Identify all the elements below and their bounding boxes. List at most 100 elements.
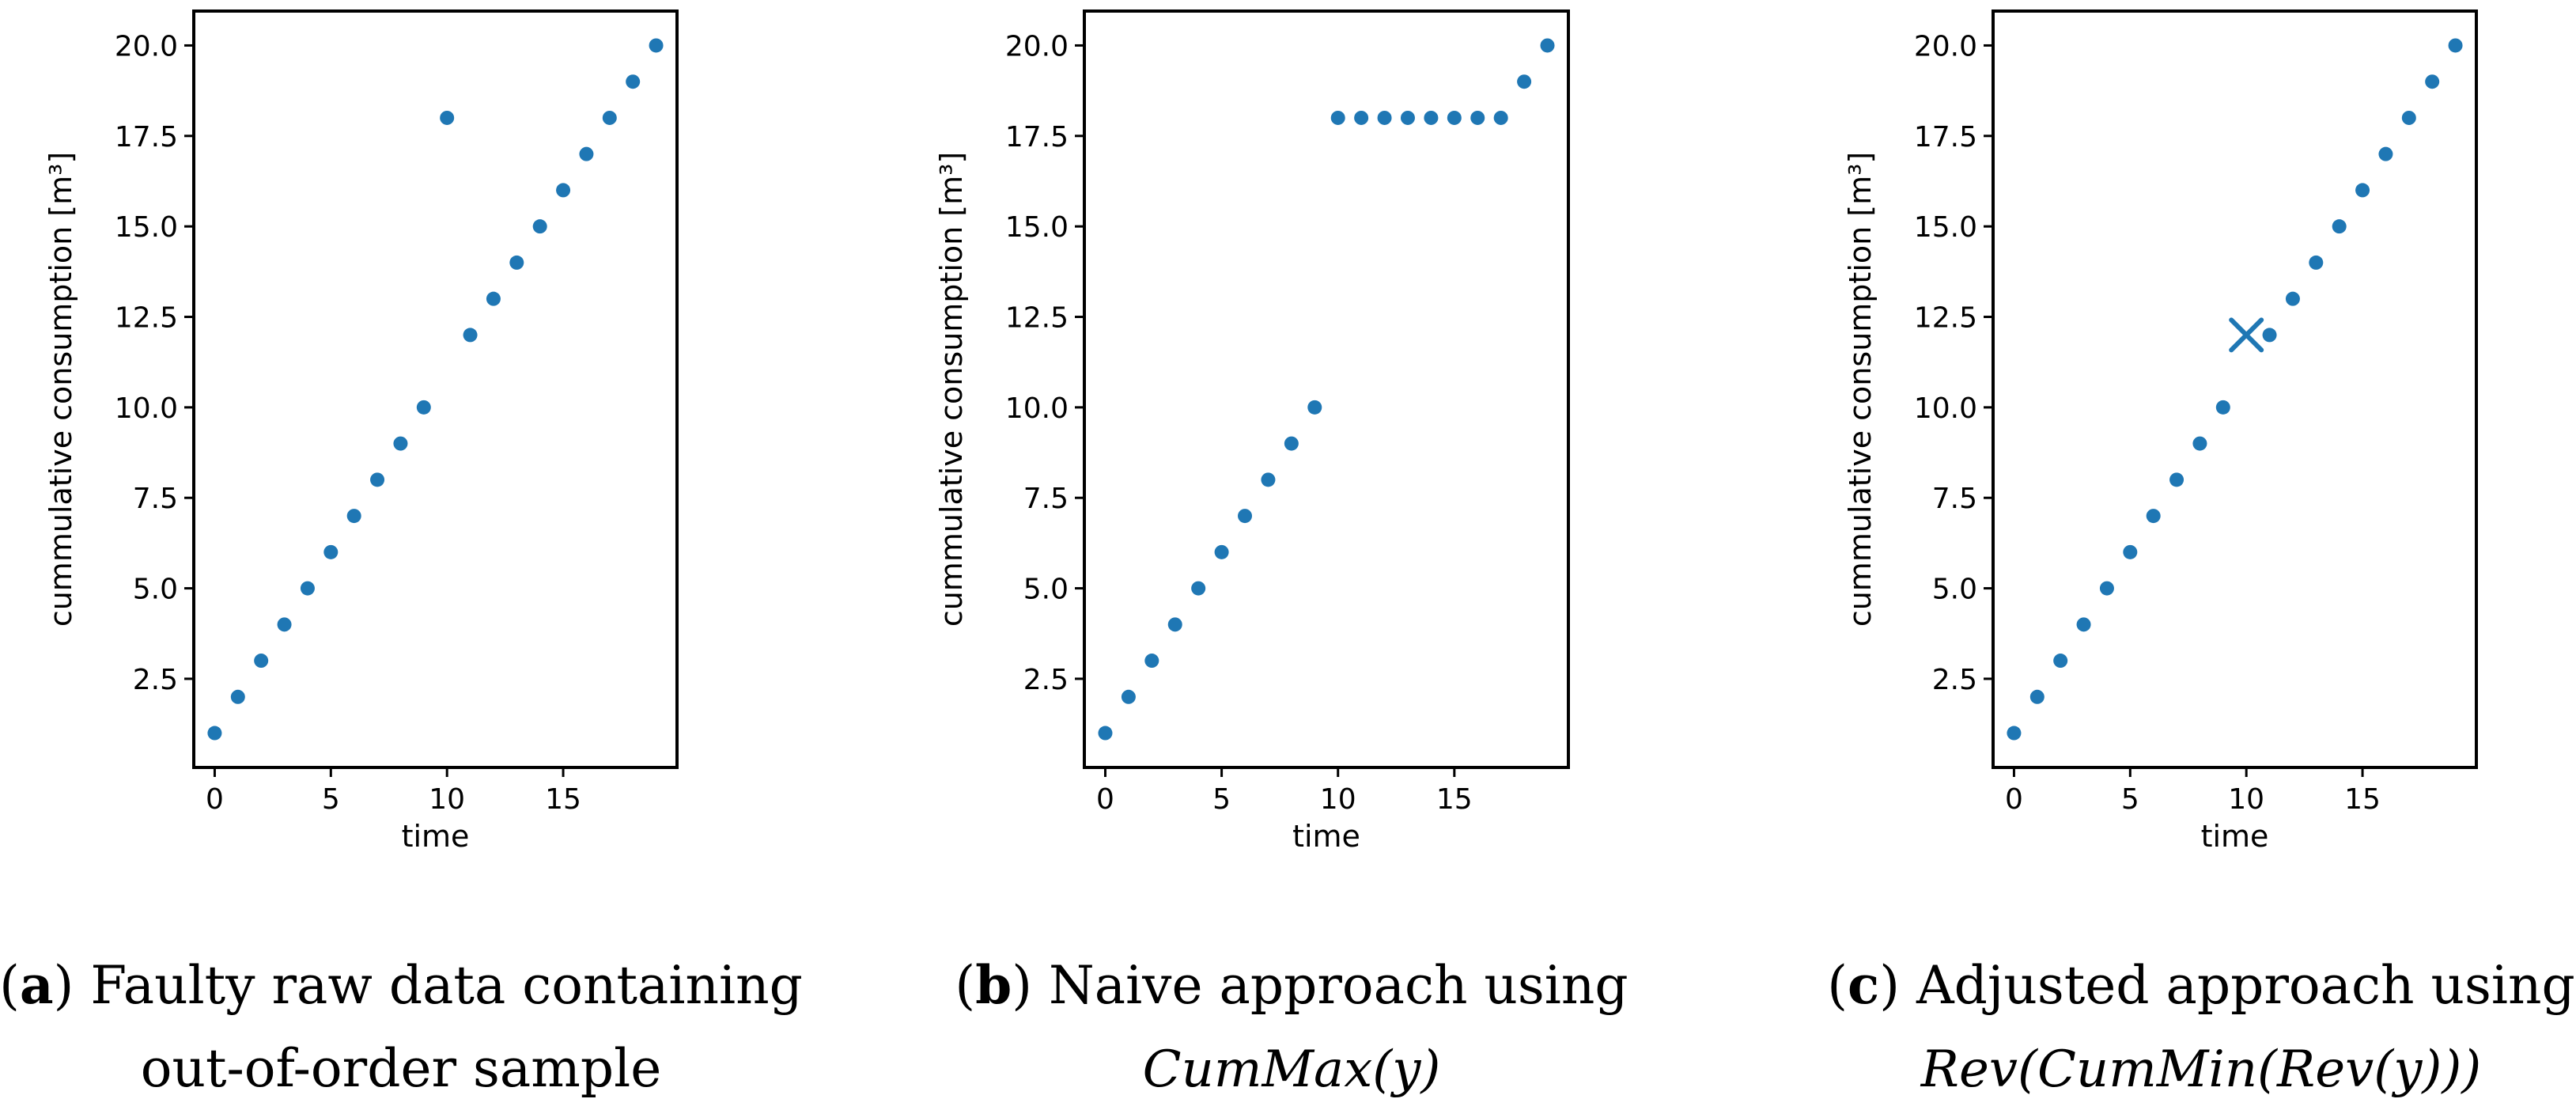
data-point (2332, 219, 2347, 234)
plot-frame (1992, 9, 2478, 769)
caption-line2: CumMax(y) (1143, 1040, 1441, 1099)
caption-letter: a (20, 954, 54, 1016)
y-tick-label: 5.0 (133, 574, 178, 606)
data-point (2378, 146, 2393, 161)
y-tick-label: 12.5 (115, 302, 178, 335)
data-point (2285, 291, 2300, 306)
data-point (2146, 509, 2161, 524)
y-tick-label: 15.0 (115, 211, 178, 244)
caption-paren: ) (1012, 955, 1032, 1016)
x-tick-label: 5 (1212, 783, 1231, 816)
data-point (2401, 110, 2416, 125)
x-tick-label: 5 (322, 783, 340, 816)
data-point (440, 110, 455, 125)
data-point (1284, 436, 1299, 451)
caption-line2: Rev(CumMin(Rev(y))) (1920, 1040, 2482, 1099)
data-point (463, 328, 478, 343)
data-point (2309, 255, 2324, 270)
chart-panel-b: 0 5 10 15 2.5 5.0 7.5 10.0 12.5 15.0 17.5 20.0 time c… (934, 9, 1628, 1099)
caption-paren: ( (955, 955, 975, 1016)
x-tick-label: 0 (2005, 783, 2023, 816)
data-point (370, 472, 385, 487)
y-tick-label: 7.5 (1932, 483, 1977, 515)
x-axis-label: time (402, 819, 470, 854)
data-point (2262, 328, 2277, 343)
data-point (556, 183, 571, 198)
data-point (2169, 472, 2184, 487)
data-point (1167, 617, 1182, 632)
data-point (2448, 38, 2463, 53)
data-point (1424, 110, 1439, 125)
y-tick-label: 2.5 (1023, 664, 1069, 696)
x-tick-label: 10 (1320, 783, 1356, 816)
data-point (2123, 544, 2138, 559)
data-point (1447, 110, 1462, 125)
data-point (1540, 38, 1555, 53)
data-point (346, 509, 361, 524)
data-point (230, 689, 245, 704)
data-point (532, 219, 547, 234)
caption-line1: (c) Adjusted approach using (1827, 954, 2574, 1016)
chart-panel-a: 0 5 10 15 2.5 5.0 7.5 10.0 12.5 15.0 17.5 20.0 time c… (0, 9, 803, 1099)
y-tick-label: 10.0 (115, 392, 178, 425)
y-tick-label: 7.5 (1023, 483, 1069, 515)
highlight-stroke (2229, 317, 2264, 353)
y-tick-label: 20.0 (115, 30, 178, 63)
y-tick-label: 15.0 (1005, 211, 1069, 244)
y-tick-label: 20.0 (1914, 30, 1977, 63)
data-point (486, 291, 501, 306)
data-point (2076, 617, 2091, 632)
x-tick-label: 10 (2228, 783, 2264, 816)
data-point (416, 400, 431, 415)
data-point (207, 726, 222, 741)
data-point (2029, 689, 2045, 704)
y-tick-label: 12.5 (1914, 302, 1977, 335)
plot-frame (192, 9, 679, 769)
data-point (393, 436, 408, 451)
y-tick-label: 10.0 (1005, 392, 1069, 425)
x-axis-label: time (1292, 819, 1360, 854)
y-tick-label: 10.0 (1914, 392, 1977, 425)
y-tick-label: 7.5 (133, 483, 178, 515)
data-point (1261, 472, 1276, 487)
data-point (277, 617, 292, 632)
y-axis-label: cummulative consumption [m³] (1843, 152, 1878, 627)
x-tick-label: 15 (1436, 783, 1473, 816)
data-point (1098, 726, 1113, 741)
data-point (2425, 74, 2440, 89)
caption-title: Naive approach using (1032, 955, 1628, 1016)
data-point (1330, 110, 1345, 125)
data-point (2053, 654, 2068, 669)
caption-title: Faulty raw data containing (74, 955, 802, 1016)
caption-line1: (a) Faulty raw data containing (0, 954, 803, 1016)
highlight-marker (2229, 317, 2264, 353)
y-tick-label: 12.5 (1005, 302, 1069, 335)
y-tick-label: 17.5 (1005, 121, 1069, 153)
x-tick-label: 0 (206, 783, 224, 816)
y-tick-label: 2.5 (133, 664, 178, 696)
x-tick-label: 15 (545, 783, 581, 816)
data-point (2099, 581, 2114, 596)
caption-title: Adjusted approach using (1900, 955, 2575, 1016)
y-axis-label: cummulative consumption [m³] (44, 152, 78, 627)
caption-letter: c (1848, 954, 1879, 1016)
data-point (323, 544, 339, 559)
y-tick-label: 2.5 (1932, 664, 1977, 696)
caption-line2: out-of-order sample (141, 1038, 662, 1099)
data-point (1377, 110, 1392, 125)
chart-panel-c: 0 5 10 15 2.5 5.0 7.5 10.0 12.5 15.0 17.5 20.0 time c… (1827, 9, 2575, 1099)
data-point (300, 581, 315, 596)
data-point (2192, 436, 2207, 451)
data-point (626, 74, 641, 89)
data-point (1238, 509, 1253, 524)
data-point (1307, 400, 1322, 415)
y-tick-label: 17.5 (1914, 121, 1977, 153)
data-point (2215, 400, 2230, 415)
caption-paren: ) (1879, 955, 1900, 1016)
x-axis-label: time (2201, 819, 2269, 854)
x-tick-label: 0 (1096, 783, 1114, 816)
data-point (1400, 110, 1415, 125)
y-tick-label: 5.0 (1932, 574, 1977, 606)
caption-letter: b (975, 954, 1012, 1016)
